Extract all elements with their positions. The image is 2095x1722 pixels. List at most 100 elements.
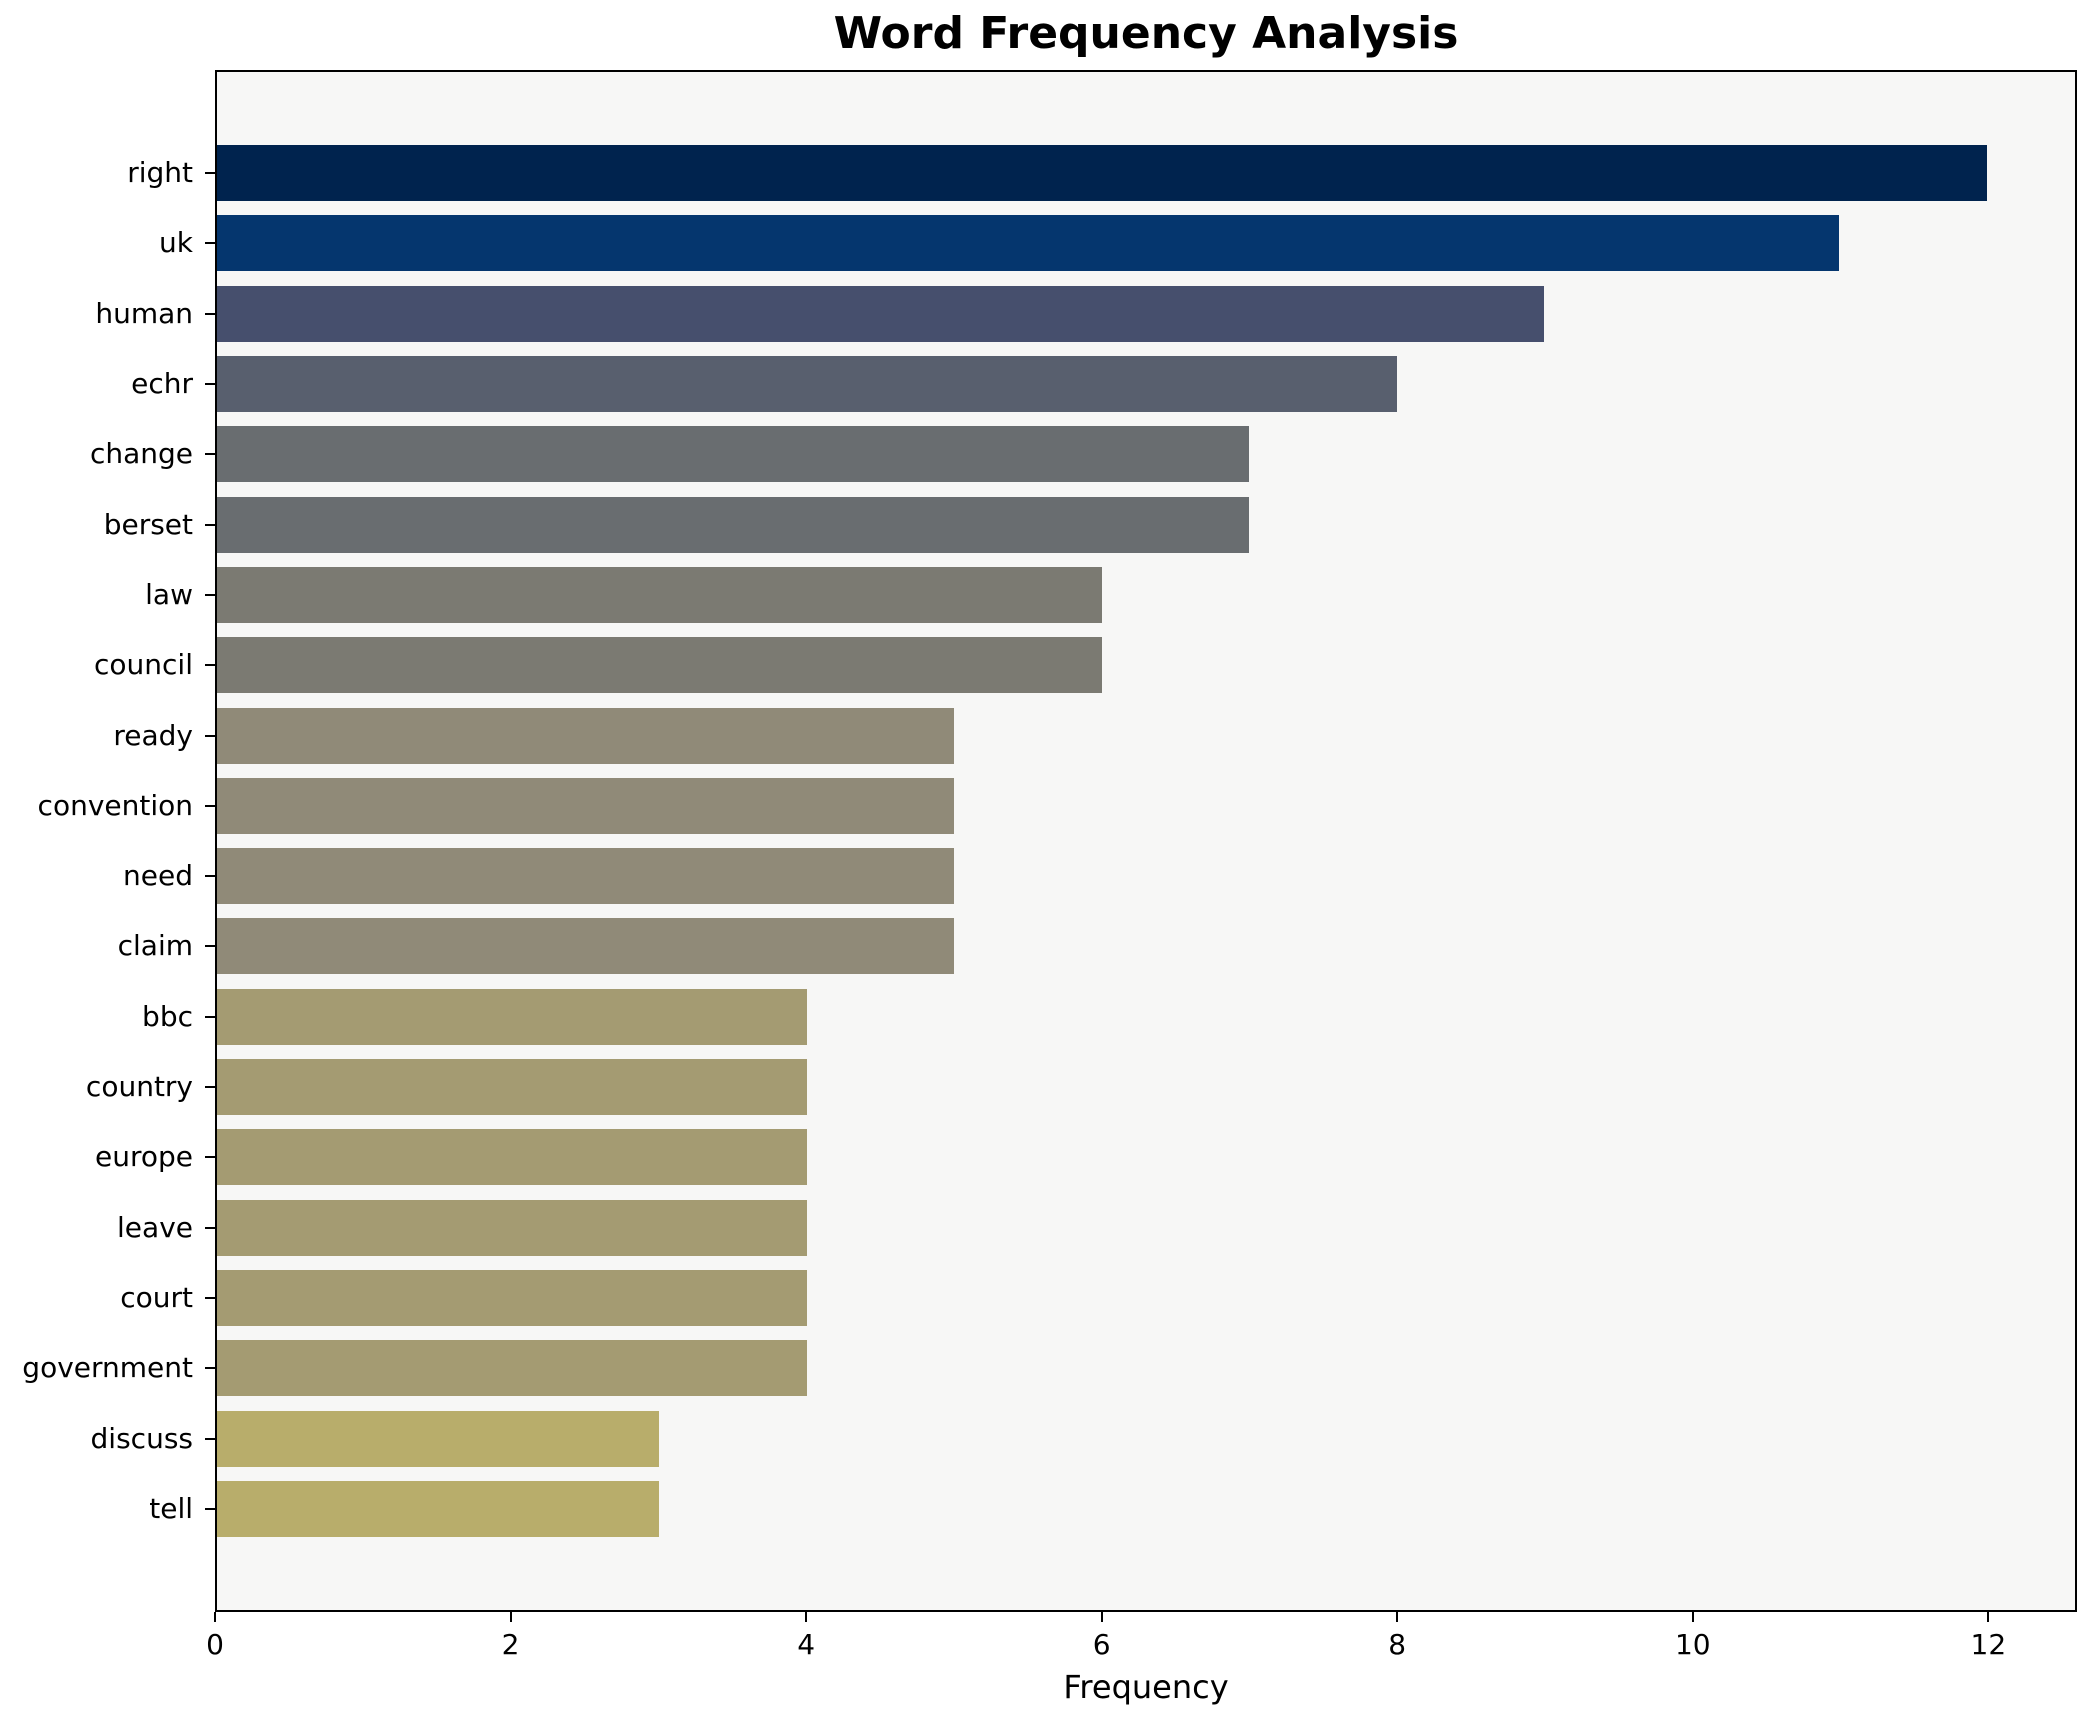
bar-row: discuss (91, 1404, 2075, 1474)
x-tick-mark (805, 1612, 808, 1622)
bar-row: bbc (142, 982, 2075, 1052)
y-tick-mark (205, 593, 215, 596)
y-tick-label: discuss (90, 1421, 193, 1455)
bar-row: claim (118, 911, 2075, 981)
frequency-bar (217, 848, 955, 905)
x-tick-label: 6 (1092, 1628, 1111, 1661)
x-tick-label: 8 (1388, 1628, 1407, 1661)
y-tick-label: right (127, 156, 193, 189)
y-tick-label: tell (149, 1491, 193, 1525)
bars-area: right uk human echr change berset law council re… (22, 72, 2075, 1610)
y-tick-label: court (120, 1281, 193, 1314)
y-tick-mark (205, 453, 215, 456)
frequency-bar (217, 988, 807, 1045)
y-tick-mark (205, 1086, 215, 1089)
x-tick-label: 4 (797, 1628, 816, 1661)
frequency-bar (217, 355, 1397, 412)
bar-row: ready (113, 701, 2075, 771)
y-tick-mark (205, 382, 215, 385)
y-tick-mark (205, 945, 215, 948)
y-tick-label: change (89, 437, 193, 471)
x-axis: 0 2 4 6 8 10 12 (206, 1612, 2077, 1692)
y-tick-label: council (94, 648, 193, 682)
y-tick-label: echr (131, 366, 193, 400)
frequency-bar (217, 145, 1987, 201)
frequency-bar (217, 426, 1250, 483)
frequency-bar (217, 1129, 807, 1186)
x-tick-label: 0 (206, 1628, 224, 1661)
frequency-bar (217, 566, 1102, 623)
frequency-bar (217, 1480, 660, 1537)
y-tick-mark (205, 1297, 215, 1299)
plot-area: right uk human echr change berset law council re… (22, 70, 2077, 1612)
x-tick-label: 2 (501, 1628, 520, 1661)
bar-row: council (94, 630, 2075, 700)
frequency-bar (217, 777, 955, 834)
bar-row: europe (95, 1122, 2075, 1192)
x-tick-mark (1691, 1612, 1694, 1622)
y-tick-mark (205, 1015, 215, 1018)
bar-row: uk (159, 208, 2075, 278)
y-tick-mark (205, 1226, 215, 1229)
bar-row: convention (38, 771, 2075, 841)
y-tick-mark (205, 1156, 215, 1159)
x-tick-mark (214, 1612, 216, 1622)
y-tick-mark (205, 1507, 215, 1510)
x-axis-label: Frequency (1063, 1668, 1229, 1706)
frequency-bar (217, 285, 1545, 342)
bar-row: need (123, 841, 2075, 911)
y-tick-label: law (145, 577, 193, 611)
y-tick-label: bbc (142, 999, 193, 1033)
y-tick-mark (205, 312, 215, 315)
frequency-bar (217, 496, 1250, 553)
bar-row: berset (104, 490, 2075, 560)
x-tick-mark (1100, 1612, 1103, 1622)
y-tick-label: human (95, 296, 193, 330)
y-tick-mark (205, 664, 215, 667)
y-tick-mark (205, 172, 215, 174)
y-tick-mark (205, 523, 215, 526)
y-tick-mark (205, 242, 215, 245)
y-tick-mark (205, 875, 215, 878)
y-tick-label: berset (103, 507, 193, 541)
bar-row: court (120, 1263, 2075, 1333)
x-tick-label: 12 (1970, 1628, 2007, 1661)
frequency-bar (217, 1199, 807, 1256)
x-tick-label: 10 (1674, 1628, 1711, 1661)
y-tick-mark (205, 1367, 215, 1370)
y-tick-label: country (85, 1070, 193, 1104)
bar-row: government (22, 1333, 2075, 1403)
bar-row: law (145, 560, 2075, 630)
y-tick-label: leave (117, 1210, 193, 1244)
y-tick-label: convention (37, 788, 193, 822)
frequency-bar (217, 1410, 660, 1467)
frequency-bar (217, 1059, 807, 1116)
chart-title: Word Frequency Analysis (833, 8, 1459, 59)
y-tick-label: need (123, 859, 193, 893)
bar-row: human (95, 279, 2075, 349)
y-tick-label: ready (113, 718, 193, 752)
x-tick-mark (1987, 1612, 1990, 1622)
frequency-bar (217, 918, 955, 975)
x-tick-mark (1396, 1612, 1399, 1622)
frequency-bar (217, 1340, 807, 1397)
bar-row: echr (131, 349, 2075, 419)
bar-row: leave (117, 1193, 2075, 1263)
y-tick-label: uk (159, 226, 193, 260)
y-tick-label: europe (95, 1140, 193, 1174)
y-tick-label: government (22, 1351, 193, 1385)
frequency-bar (217, 707, 955, 764)
y-tick-label: claim (117, 929, 193, 963)
frequency-bar (217, 1270, 807, 1326)
bar-row: tell (149, 1474, 2075, 1544)
frequency-bar (217, 215, 1840, 272)
bar-row: change (90, 419, 2075, 489)
frequency-bar (217, 637, 1102, 694)
y-tick-mark (205, 804, 215, 807)
y-tick-mark (205, 734, 215, 737)
y-tick-mark (205, 1437, 215, 1440)
bar-row: country (86, 1052, 2075, 1122)
x-tick-mark (509, 1612, 512, 1622)
bar-row: right (127, 138, 2075, 208)
